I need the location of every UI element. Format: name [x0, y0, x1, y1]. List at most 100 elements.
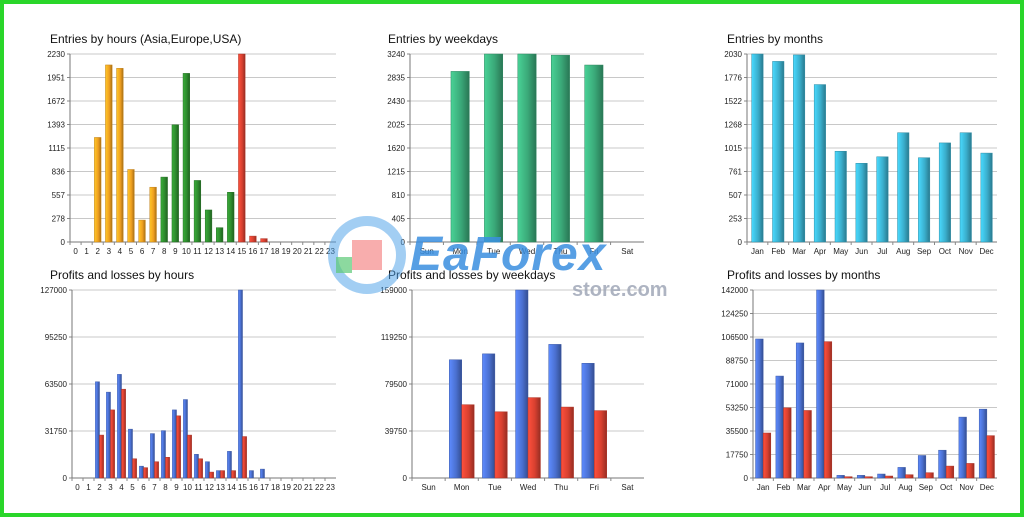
- loss-bar: [209, 471, 214, 479]
- x-tick-label: Fri: [589, 247, 599, 256]
- x-tick-label: 18: [271, 483, 280, 492]
- x-tick-label: 12: [205, 483, 214, 492]
- y-tick-label: 507: [729, 191, 743, 200]
- y-tick-label: 405: [392, 215, 406, 224]
- profit-bar: [897, 467, 906, 479]
- y-tick-label: 159000: [380, 286, 407, 295]
- profit-bar: [877, 473, 886, 479]
- x-tick-label: 21: [304, 247, 313, 256]
- profit-bar: [139, 465, 144, 479]
- profit-bar: [816, 289, 825, 479]
- x-tick-label: Sat: [621, 247, 634, 256]
- bar: [751, 53, 764, 243]
- chart-title: Entries by weekdays: [388, 32, 499, 46]
- profits-losses-by-hours-chart: Profits and losses by hours 0 31750 63500 9…: [40, 268, 340, 498]
- x-tick-label: May: [833, 247, 848, 256]
- loss-bar: [154, 461, 159, 479]
- entries-by-months-chart: Entries by months 0 253 507 761 1015 1268 1522…: [717, 32, 1007, 262]
- loss-bar: [560, 406, 574, 479]
- x-tick-label: 9: [173, 247, 178, 256]
- profit-bar: [938, 449, 947, 479]
- bar: [249, 235, 257, 243]
- loss-bar: [945, 465, 955, 479]
- x-tick-label: 14: [226, 247, 235, 256]
- x-tick-label: 9: [174, 483, 179, 492]
- bar: [105, 64, 113, 243]
- loss-bar: [803, 410, 812, 479]
- chart-plot: 0 405 810 1215 1620 2025 2430 2835 3240 Sun Mon Tue…: [387, 50, 644, 256]
- chart-plot: 0 39750 79500 119250 159000 Sun Mon Tue Wed Thu Fr…: [380, 286, 644, 492]
- loss-bar: [99, 434, 104, 479]
- x-tick-label: Fri: [590, 483, 600, 492]
- x-tick-label: 16: [248, 247, 257, 256]
- y-tick-label: 0: [61, 238, 66, 247]
- bar: [138, 219, 146, 243]
- loss-bar: [176, 415, 181, 479]
- loss-bar: [132, 458, 137, 479]
- x-tick-label: 5: [130, 483, 135, 492]
- bar: [959, 132, 972, 243]
- x-tick-label: 23: [326, 247, 335, 256]
- x-tick-label: Tue: [488, 483, 502, 492]
- x-tick-label: Mar: [797, 483, 811, 492]
- profit-bar: [117, 374, 122, 479]
- loss-bar: [198, 458, 203, 479]
- loss-bar: [494, 411, 508, 479]
- x-tick-label: 1: [86, 483, 91, 492]
- x-tick-label: Dec: [980, 483, 994, 492]
- profit-bar: [755, 338, 764, 479]
- bar: [484, 53, 504, 243]
- y-tick-label: 1776: [724, 74, 742, 83]
- chart-title: Profits and losses by months: [727, 268, 881, 282]
- y-tick-label: 0: [401, 238, 406, 247]
- loss-bar: [461, 404, 475, 479]
- bar: [813, 84, 826, 243]
- profit-bar: [449, 359, 462, 479]
- x-tick-label: 0: [75, 483, 80, 492]
- x-tick-label: Jun: [855, 247, 868, 256]
- x-tick-label: 17: [260, 247, 269, 256]
- loss-bar: [884, 475, 894, 479]
- y-tick-label: 3240: [387, 50, 405, 59]
- bar: [127, 169, 135, 243]
- x-tick-label: Aug: [896, 247, 910, 256]
- profit-bar: [249, 470, 254, 479]
- chart-title: Entries by hours (Asia,Europe,USA): [50, 32, 242, 46]
- bar: [227, 192, 235, 243]
- y-tick-label: 1951: [47, 74, 65, 83]
- x-tick-label: 22: [315, 483, 324, 492]
- profit-bar: [238, 289, 243, 479]
- y-tick-label: 278: [52, 215, 66, 224]
- x-tick-label: 20: [293, 483, 302, 492]
- y-tick-label: 1215: [387, 168, 405, 177]
- x-tick-label: 10: [183, 483, 192, 492]
- profit-bar: [856, 475, 866, 479]
- x-tick-label: Feb: [777, 483, 791, 492]
- chart-plot: 0 17750 35500 53250 71000 88750 106500 124250 14…: [721, 286, 997, 492]
- entries-by-hours-chart: Entries by hours (Asia,Europe,USA) 0 278 5…: [40, 32, 340, 262]
- profit-bar: [183, 399, 188, 479]
- x-tick-label: Sun: [420, 247, 434, 256]
- x-tick-label: 7: [151, 247, 156, 256]
- x-tick-label: 4: [118, 247, 123, 256]
- loss-bar: [143, 467, 148, 479]
- y-tick-label: 124250: [721, 310, 748, 319]
- x-tick-label: Sat: [621, 483, 634, 492]
- x-tick-label: May: [837, 483, 852, 492]
- x-tick-label: Oct: [940, 483, 953, 492]
- x-tick-label: 7: [152, 483, 157, 492]
- profit-bar: [775, 375, 784, 479]
- y-tick-label: 35500: [726, 427, 749, 436]
- y-tick-label: 79500: [385, 380, 408, 389]
- y-tick-label: 0: [744, 474, 749, 483]
- loss-bar: [823, 341, 833, 479]
- x-tick-label: 5: [129, 247, 134, 256]
- x-tick-label: 21: [304, 483, 313, 492]
- x-tick-label: 19: [282, 483, 291, 492]
- y-tick-label: 127000: [40, 286, 67, 295]
- x-tick-label: Sep: [917, 247, 932, 256]
- bar: [834, 150, 847, 243]
- bar: [182, 73, 190, 243]
- entries-by-weekdays-chart: Entries by weekdays 0 405 810 1215 1620 2025 2…: [378, 32, 648, 262]
